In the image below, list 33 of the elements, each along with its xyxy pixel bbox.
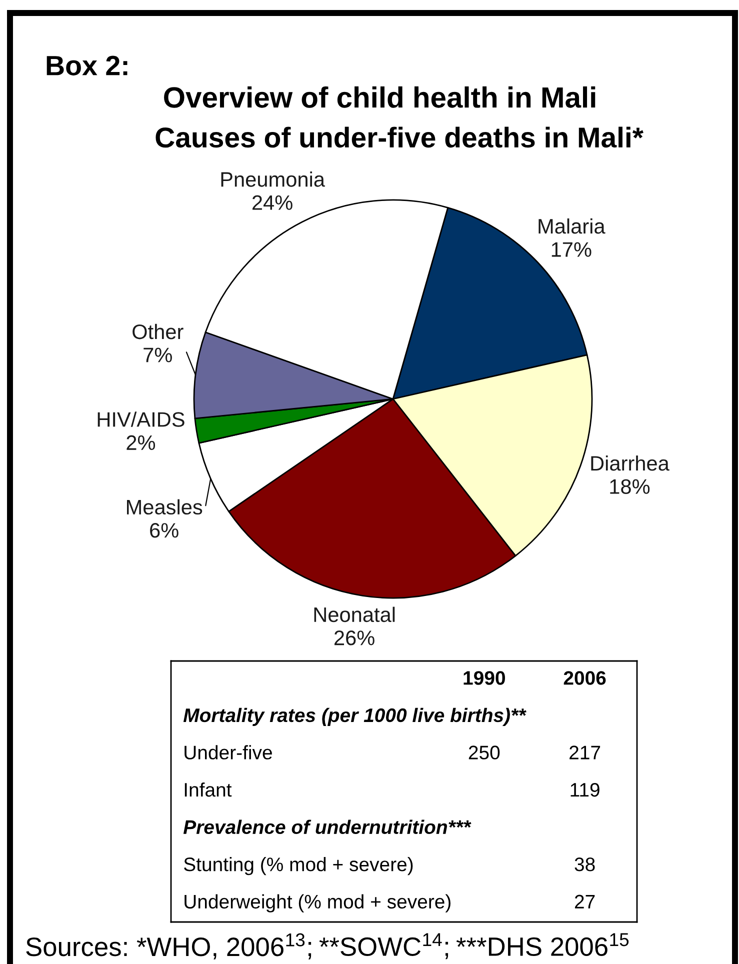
text: Box 2: [46,56,128,76]
slice-label: Other [132,324,184,340]
text: **SOWC$^{14}$; [319,933,448,960]
data-label: 26% [334,630,374,646]
slice-label: Malaria [538,218,606,234]
data-label: 18% [610,479,650,494]
chart-subtitle: Causes of under-five deaths in Mali* [156,126,644,148]
text: ***DHS 2006$^{15}$ [456,933,629,956]
source-note: Sources: *WHO, 2006$^{13}$; [26,933,312,960]
data-label: 24% [252,195,292,210]
slice-label: Pneumonia [221,172,325,187]
text: 119 [570,782,600,797]
category-label: Mortality rates (per 1000 live births)** [183,708,526,726]
chart-title: Overview of child health in Mali [164,86,596,108]
slice-label: Diarrhea [591,455,670,471]
text: 217 [570,746,600,760]
category-label: Stunting (% mod + severe) [184,857,413,876]
category-label: 2006 [564,671,606,685]
text: 38 [574,858,595,872]
text: 27 [574,894,595,908]
data-label: 7% [144,348,172,362]
data-label: 2% [126,435,156,450]
category-label: 1990 [464,671,505,685]
data-label: 17% [552,242,592,257]
category-label: Under-five [184,745,272,760]
slice-label: Measles [127,499,202,515]
text: 250 [468,746,500,760]
category-label: Infant [184,782,232,797]
slice-label: HIV/AIDS [98,412,184,427]
slice-label: Neonatal [314,606,395,622]
data-label: 6% [150,522,178,538]
category-label: Underweight (% mod + severe) [184,894,450,912]
category-label: Prevalence of undernutrition*** [183,820,472,834]
